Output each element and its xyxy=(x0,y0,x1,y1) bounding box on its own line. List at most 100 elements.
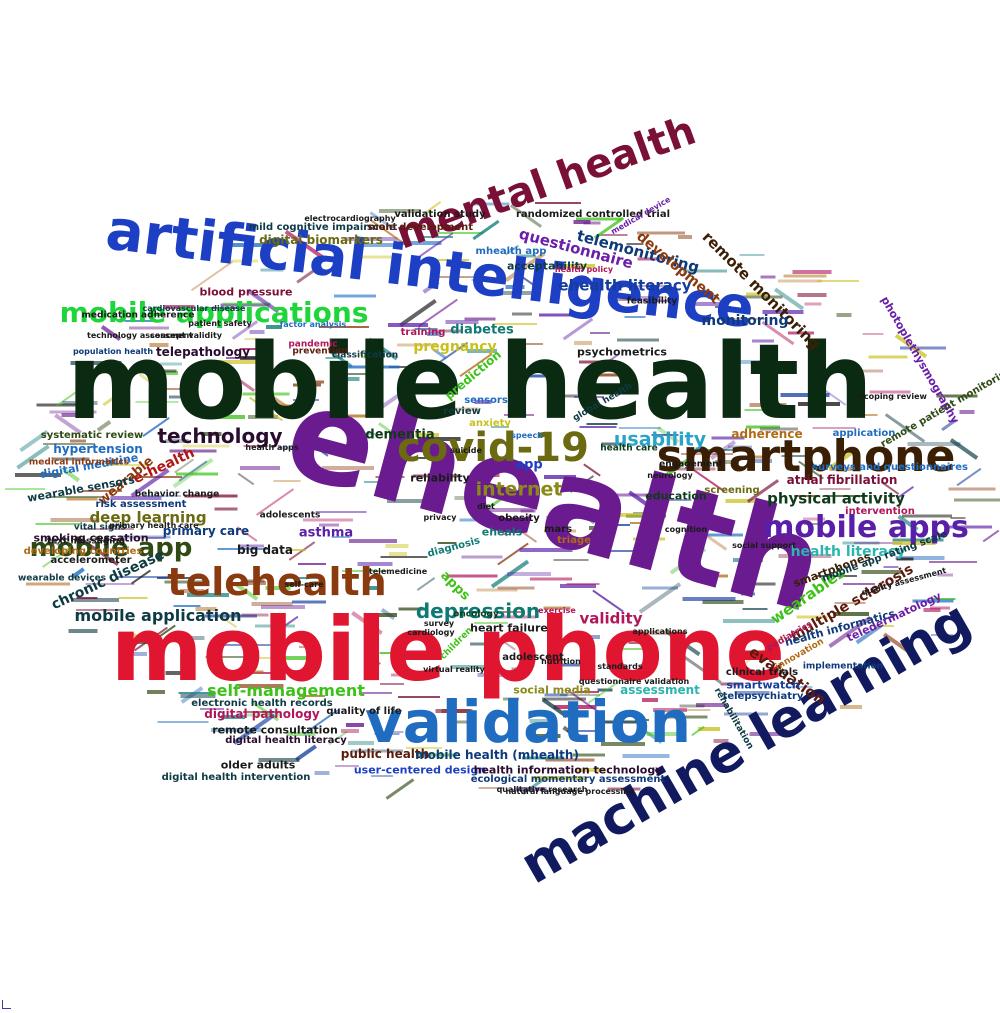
word-concept-validity: concept validity xyxy=(149,331,223,340)
word-accelerometer: accelerometer xyxy=(50,555,132,566)
word-surveys-and-questionnaires: surveys and questionnaires xyxy=(812,462,968,473)
filler-term xyxy=(930,606,951,610)
filler-term xyxy=(297,563,326,566)
filler-term xyxy=(819,488,851,491)
filler-term xyxy=(573,753,606,757)
filler-term xyxy=(82,490,123,493)
filler-term xyxy=(71,598,119,603)
filler-term xyxy=(175,472,218,476)
filler-term xyxy=(243,711,280,714)
filler-term xyxy=(380,556,428,559)
filler-term xyxy=(292,600,327,604)
filler-term xyxy=(76,596,98,599)
word-reliability: reliability xyxy=(410,471,470,485)
word-medical-informatics: medical informatics xyxy=(28,457,130,468)
filler-term xyxy=(503,697,520,701)
word-depression: depression xyxy=(415,599,541,623)
filler-term xyxy=(632,285,667,288)
filler-term xyxy=(137,640,153,645)
filler-term xyxy=(607,787,641,791)
filler-term xyxy=(778,279,823,283)
word-mobile-application: mobile application xyxy=(74,606,242,625)
filler-term xyxy=(515,254,536,258)
filler-term xyxy=(702,599,744,604)
filler-term xyxy=(422,236,453,239)
filler-term xyxy=(459,518,503,522)
word-applications: applications xyxy=(632,627,688,636)
filler-term xyxy=(666,715,708,719)
filler-term xyxy=(388,552,407,557)
filler-term xyxy=(606,648,651,651)
filler-term xyxy=(803,522,818,525)
filler-term xyxy=(562,264,595,269)
filler-term xyxy=(798,401,841,406)
filler-term xyxy=(239,580,266,585)
filler-term xyxy=(474,466,505,469)
word-implementation: implementation xyxy=(802,661,884,672)
word-mobile-health: mobile health xyxy=(66,321,874,443)
filler-term xyxy=(298,646,313,649)
word-intervention: intervention xyxy=(845,506,915,517)
word-anxiety: anxiety xyxy=(469,418,511,429)
filler-term xyxy=(553,663,586,667)
filler-term xyxy=(505,284,525,289)
filler-term xyxy=(413,474,460,478)
filler-term xyxy=(221,714,245,719)
word-nutrition: nutrition xyxy=(541,657,581,666)
filler-term xyxy=(573,340,592,345)
filler-term xyxy=(417,436,461,441)
filler-term xyxy=(346,365,400,369)
filler-term xyxy=(560,693,601,696)
filler-term xyxy=(693,448,746,451)
word-remote-consultation: remote consultation xyxy=(212,723,338,737)
filler-term xyxy=(574,395,605,398)
filler-term xyxy=(273,480,301,483)
filler-term xyxy=(238,683,284,688)
filler-term xyxy=(378,209,419,214)
filler-term xyxy=(614,513,655,518)
filler-term xyxy=(723,619,776,624)
filler-term xyxy=(575,217,622,221)
filler-term xyxy=(446,574,498,578)
word-smoking-cessation: smoking cessation xyxy=(33,531,149,545)
word-speech: speech xyxy=(511,431,543,440)
filler-term xyxy=(427,331,442,336)
filler-term xyxy=(258,657,283,660)
word-validation-study: validation study xyxy=(394,209,486,220)
word-mhealth-app: mhealth app xyxy=(475,246,547,257)
filler-term xyxy=(260,268,284,272)
filler-term xyxy=(466,349,497,354)
filler-term xyxy=(566,730,605,732)
filler-term xyxy=(164,580,210,584)
filler-term xyxy=(652,707,687,712)
filler-term xyxy=(854,541,902,544)
filler-term xyxy=(325,357,343,360)
filler-term xyxy=(314,770,330,775)
filler-term xyxy=(239,355,262,360)
word-covid-19: covid-19 xyxy=(397,425,589,471)
filler-term xyxy=(469,642,488,646)
filler-term xyxy=(892,541,936,546)
filler-term xyxy=(265,585,291,590)
filler-term xyxy=(735,295,783,299)
filler-term xyxy=(871,625,894,628)
filler-term xyxy=(646,731,684,736)
filler-term xyxy=(165,439,189,444)
filler-term xyxy=(515,786,547,791)
filler-term xyxy=(351,749,404,753)
filler-term xyxy=(607,549,639,552)
filler-term xyxy=(619,427,662,430)
filler-term xyxy=(574,691,599,694)
filler-term xyxy=(375,476,405,479)
filler-term xyxy=(954,498,1000,502)
filler-term xyxy=(178,692,214,695)
filler-term xyxy=(360,255,393,259)
filler-term xyxy=(695,302,724,307)
filler-term xyxy=(476,472,500,477)
filler-term xyxy=(728,445,753,449)
filler-term xyxy=(293,383,322,387)
word-mobile-applications: mobile applications xyxy=(59,296,369,329)
filler-term xyxy=(681,452,734,455)
word-wearable-devices: wearable devices xyxy=(17,573,107,584)
filler-term xyxy=(727,359,765,364)
